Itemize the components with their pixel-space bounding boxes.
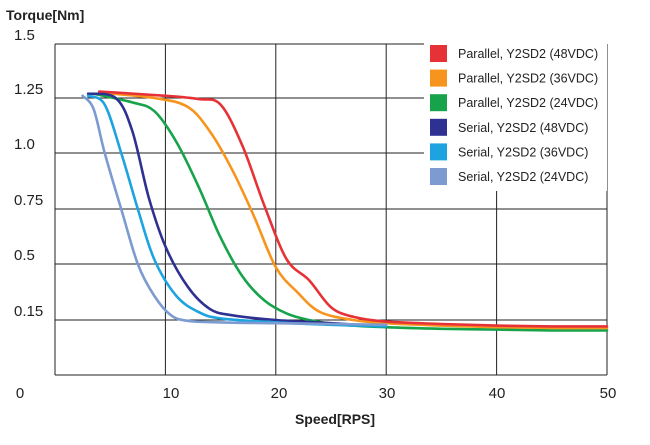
y-tick-label: 0.75: [14, 192, 43, 209]
x-axis-title: Speed[RPS]: [295, 411, 375, 427]
series-line-5: [81, 94, 388, 327]
legend-background: [424, 41, 607, 191]
y-tick-label: 1.5: [14, 27, 35, 44]
legend-swatch: [430, 69, 447, 87]
series-line-2: [92, 92, 609, 332]
x-tick-labels: 0 10 20 30 40 50: [16, 385, 617, 402]
legend-swatch: [430, 168, 447, 185]
x-tick-label: 0: [16, 385, 24, 402]
series-line-0: [97, 90, 609, 328]
x-tick-label: 30: [379, 385, 396, 402]
x-tick-label: 10: [163, 385, 180, 402]
legend-label: Serial, Y2SD2 (24VDC): [458, 170, 588, 184]
y-axis-title: Torque[Nm]: [6, 7, 84, 23]
legend-swatch: [430, 143, 447, 161]
series-line-3: [86, 92, 388, 328]
y-tick-label: 1.25: [14, 81, 43, 98]
legend: Parallel, Y2SD2 (48VDC) Parallel, Y2SD2 (…: [424, 41, 607, 191]
y-tick-label: 1.0: [14, 136, 35, 153]
legend-label: Parallel, Y2SD2 (48VDC): [458, 47, 598, 61]
y-tick-label: 0.5: [14, 247, 35, 264]
curves: [81, 90, 609, 332]
legend-swatch: [430, 118, 447, 136]
x-tick-label: 40: [489, 385, 506, 402]
legend-label: Parallel, Y2SD2 (36VDC): [458, 72, 598, 86]
y-tick-labels: 1.5 1.25 1.0 0.75 0.5 0.15: [14, 27, 43, 320]
legend-label: Parallel, Y2SD2 (24VDC): [458, 96, 598, 110]
series-line-1: [97, 91, 609, 330]
x-tick-label: 20: [271, 385, 288, 402]
y-tick-label: 0.15: [14, 303, 43, 320]
legend-label: Serial, Y2SD2 (48VDC): [458, 121, 588, 135]
legend-swatch: [430, 94, 447, 112]
legend-swatch: [430, 45, 447, 62]
legend-label: Serial, Y2SD2 (36VDC): [458, 145, 588, 159]
x-tick-label: 50: [600, 385, 617, 402]
